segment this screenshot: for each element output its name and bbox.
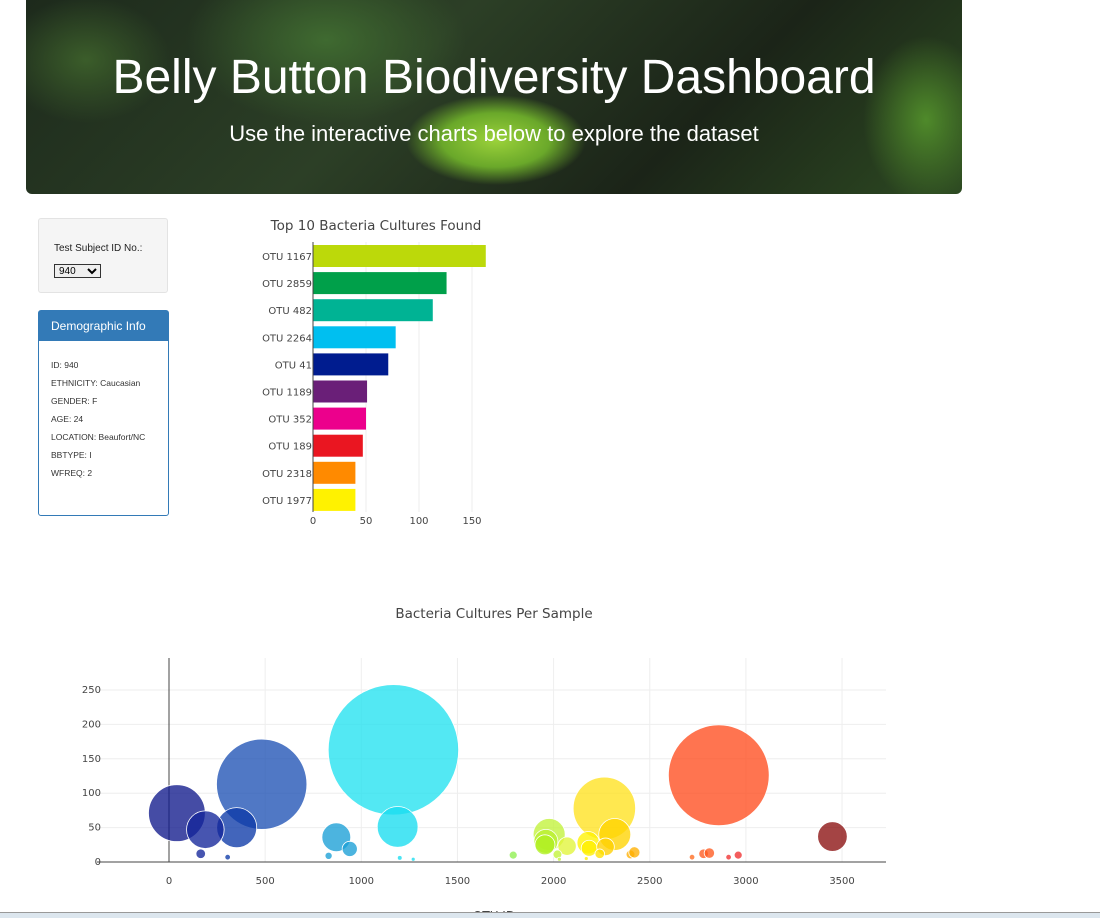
- bar-otu-1189: [313, 380, 368, 403]
- demo-id: ID: 940: [51, 360, 79, 370]
- bar-otu-2264: [313, 326, 396, 349]
- page-title: Belly Button Biodiversity Dashboard: [112, 51, 876, 104]
- bar-y-tick: OTU 1189: [262, 388, 312, 399]
- bar-chart-title: Top 10 Bacteria Cultures Found: [270, 218, 482, 234]
- bar-x-tick: 150: [462, 516, 481, 527]
- bar-otu-2318: [313, 461, 356, 484]
- bar-y-tick: OTU 2859: [262, 279, 312, 290]
- top10-bar-chart: Top 10 Bacteria Cultures Found 0 50 100 150…: [262, 218, 486, 527]
- bubble-y-tick: 50: [88, 823, 101, 834]
- bubble-otu-2960: [733, 850, 743, 860]
- bubble-x-tick: 3000: [733, 876, 758, 887]
- demo-gender: GENDER: F: [51, 396, 98, 406]
- bubble-otu-2720: [688, 853, 696, 861]
- bubble-otu-189: [186, 810, 225, 849]
- bubble-y-tick: 100: [82, 788, 101, 799]
- demo-wfreq: WFREQ: 2: [51, 468, 93, 478]
- bubble-otu-305: [224, 853, 231, 861]
- bar-x-tick: 0: [310, 516, 316, 527]
- bubble-otu-2240: [594, 848, 605, 859]
- bar-otu-1977: [313, 488, 356, 511]
- bubble-otu-940: [341, 840, 358, 857]
- bubble-otu-1200: [396, 855, 403, 861]
- bubble-chart: Bacteria Cultures Per Sample OTU ID 0501…: [82, 606, 886, 917]
- bubble-otu-482: [216, 738, 308, 830]
- bubble-otu-165: [195, 848, 206, 859]
- bar-otu-482: [313, 299, 433, 322]
- bar-y-tick: OTU 482: [268, 306, 312, 317]
- bubble-y-tick: 250: [82, 685, 101, 696]
- bar-otu-2859: [313, 272, 447, 295]
- bar-x-tick: 50: [360, 516, 373, 527]
- demo-ethnicity: ETHNICITY: Caucasian: [51, 378, 141, 388]
- bubble-otu-2070: [557, 836, 577, 856]
- subject-id-select[interactable]: 940: [54, 264, 101, 278]
- subject-selector-panel: Test Subject ID No.: 940: [38, 218, 168, 293]
- bubble-otu-2910: [725, 853, 732, 861]
- bubble-otu-1790: [508, 850, 518, 860]
- demographic-info-panel: Demographic Info ID: 940 ETHNICITY: Cauc…: [38, 310, 169, 516]
- bubble-x-tick: 2500: [637, 876, 662, 887]
- bubble-otu-3450: [817, 821, 848, 852]
- header-banner: Belly Button Biodiversity Dashboard Use …: [26, 0, 962, 194]
- horizontal-scrollbar[interactable]: [0, 912, 1100, 918]
- bubble-y-tick: 150: [82, 754, 101, 765]
- bubble-x-tick: 3500: [829, 876, 854, 887]
- bubble-x-tick: 500: [256, 876, 275, 887]
- bar-y-tick: OTU 189: [268, 442, 312, 453]
- bubble-otu-2170: [583, 856, 589, 861]
- demo-age: AGE: 24: [51, 414, 84, 424]
- subject-id-label: Test Subject ID No.:: [54, 243, 143, 254]
- bubble-x-tick: 0: [166, 876, 172, 887]
- bubble-x-tick: 2000: [541, 876, 566, 887]
- bar-otu-189: [313, 434, 363, 457]
- bubble-otu-2810: [703, 847, 715, 859]
- bar-y-tick: OTU 2264: [262, 333, 312, 344]
- page-subtitle: Use the interactive charts below to expl…: [229, 121, 759, 146]
- bar-otu-352: [313, 407, 366, 430]
- bubble-otu-1955: [534, 834, 556, 856]
- bar-y-tick: OTU 1977: [262, 496, 312, 507]
- bubble-otu-2859: [667, 724, 770, 827]
- bar-y-tick: OTU 2318: [262, 469, 312, 480]
- demographic-info-title: Demographic Info: [39, 311, 168, 341]
- bar-otu-1167: [313, 245, 486, 267]
- bar-x-tick: 100: [409, 516, 428, 527]
- bubble-y-tick: 200: [82, 719, 101, 730]
- demo-bbtype: BBTYPE: I: [51, 450, 92, 460]
- bubble-otu-2420: [628, 846, 641, 859]
- bubble-otu-1167: [327, 684, 460, 816]
- bar-y-tick: OTU 41: [275, 360, 312, 371]
- bubble-otu-1270: [410, 856, 416, 862]
- bubble-otu-1189: [376, 806, 419, 848]
- bubble-otu-2030: [556, 856, 562, 862]
- bar-y-tick: OTU 1167: [262, 252, 312, 263]
- bubble-otu-830: [324, 851, 333, 860]
- bubble-chart-title: Bacteria Cultures Per Sample: [395, 606, 592, 622]
- bar-otu-41: [313, 353, 389, 376]
- bubble-x-tick: 1500: [445, 876, 470, 887]
- bubble-x-tick: 1000: [349, 876, 374, 887]
- bar-y-tick: OTU 352: [268, 415, 312, 426]
- demo-location: LOCATION: Beaufort/NC: [51, 432, 146, 442]
